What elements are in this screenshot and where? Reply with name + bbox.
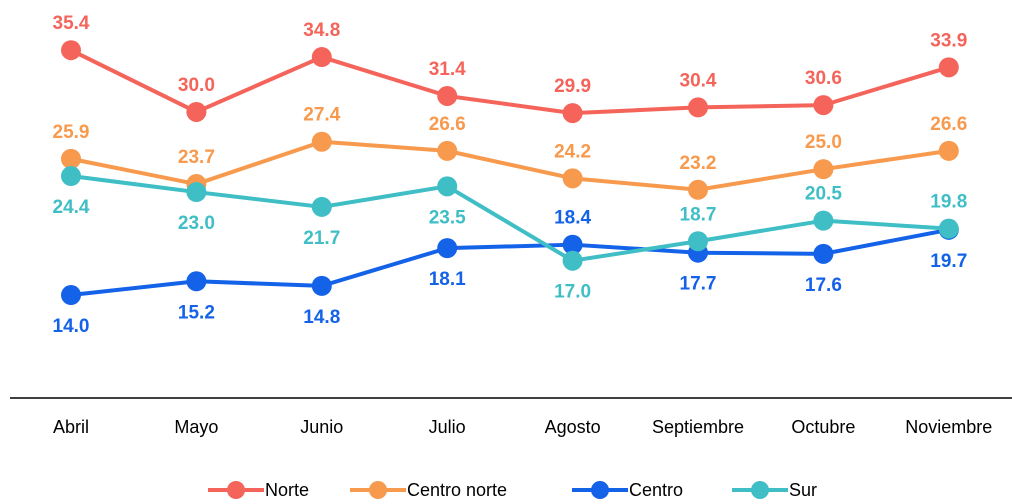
data-point — [562, 103, 583, 124]
data-label: 26.6 — [429, 114, 466, 135]
x-tick-label: Julio — [429, 417, 466, 437]
data-label: 30.4 — [680, 70, 717, 91]
x-tick-label: Agosto — [545, 417, 601, 437]
legend-label: Centro norte — [407, 480, 507, 500]
data-label: 30.6 — [805, 68, 842, 89]
data-label: 23.5 — [429, 207, 466, 228]
data-point — [437, 238, 458, 259]
series-line — [70, 139, 950, 192]
legend-marker — [227, 481, 245, 499]
data-point — [813, 95, 834, 116]
data-point — [562, 168, 583, 189]
data-point — [938, 57, 959, 78]
data-label: 23.2 — [680, 153, 717, 174]
x-tick-label: Junio — [300, 417, 343, 437]
data-label: 24.4 — [53, 197, 90, 218]
data-point — [813, 243, 834, 264]
data-point — [813, 159, 834, 180]
data-label: 15.2 — [178, 302, 215, 323]
data-label: 25.9 — [53, 122, 90, 143]
legend-marker — [369, 481, 387, 499]
x-tick-label: Septiembre — [652, 417, 744, 437]
data-label: 19.7 — [930, 251, 967, 272]
x-tick-label: Noviembre — [905, 417, 992, 437]
data-point — [437, 85, 458, 106]
data-point — [311, 275, 332, 296]
data-point — [938, 218, 959, 239]
data-label: 34.8 — [303, 20, 340, 41]
data-point — [938, 140, 959, 161]
legend-marker — [751, 481, 769, 499]
data-point — [688, 179, 708, 200]
legend-marker — [591, 481, 609, 499]
series-line — [70, 48, 950, 116]
legend-label: Centro — [629, 480, 683, 500]
data-label: 18.7 — [680, 204, 717, 225]
data-label: 25.0 — [805, 132, 842, 153]
data-point — [61, 40, 81, 61]
data-point — [311, 196, 332, 217]
data-label: 35.4 — [53, 13, 90, 34]
data-label: 23.7 — [178, 147, 215, 168]
data-point — [186, 101, 207, 122]
data-point — [688, 97, 708, 118]
data-point — [562, 250, 583, 271]
data-point — [688, 231, 708, 252]
series-line — [70, 227, 950, 298]
data-label: 18.1 — [429, 269, 466, 290]
data-point — [562, 234, 583, 255]
data-label: 31.4 — [429, 59, 466, 80]
data-point — [437, 176, 458, 197]
data-label: 29.9 — [554, 76, 591, 97]
data-label: 20.5 — [805, 184, 842, 205]
data-point — [813, 210, 834, 231]
data-point — [437, 140, 458, 161]
data-point — [311, 47, 332, 68]
legend-label: Norte — [265, 480, 309, 500]
data-label: 33.9 — [930, 30, 967, 51]
data-point — [186, 271, 207, 292]
data-point — [311, 131, 332, 152]
data-label: 19.8 — [930, 192, 967, 213]
data-label: 24.2 — [554, 141, 591, 162]
data-label: 21.7 — [303, 228, 340, 249]
data-label: 17.0 — [554, 282, 591, 303]
legend-label: Sur — [789, 480, 817, 500]
x-tick-label: Mayo — [174, 417, 218, 437]
data-label: 17.6 — [805, 275, 842, 296]
data-label: 17.7 — [680, 274, 717, 295]
data-label: 14.8 — [303, 307, 340, 328]
data-point — [61, 285, 81, 306]
data-point — [186, 182, 207, 203]
x-tick-label: Abril — [53, 417, 89, 437]
data-label: 23.0 — [178, 213, 215, 234]
data-label: 18.4 — [554, 208, 591, 229]
data-label: 30.0 — [178, 75, 215, 96]
x-tick-label: Octubre — [791, 417, 855, 437]
data-label: 26.6 — [930, 114, 967, 135]
data-point — [61, 166, 81, 187]
series-line — [70, 174, 949, 263]
data-point — [61, 148, 81, 169]
data-label: 27.4 — [303, 105, 340, 126]
data-label: 14.0 — [53, 316, 90, 337]
